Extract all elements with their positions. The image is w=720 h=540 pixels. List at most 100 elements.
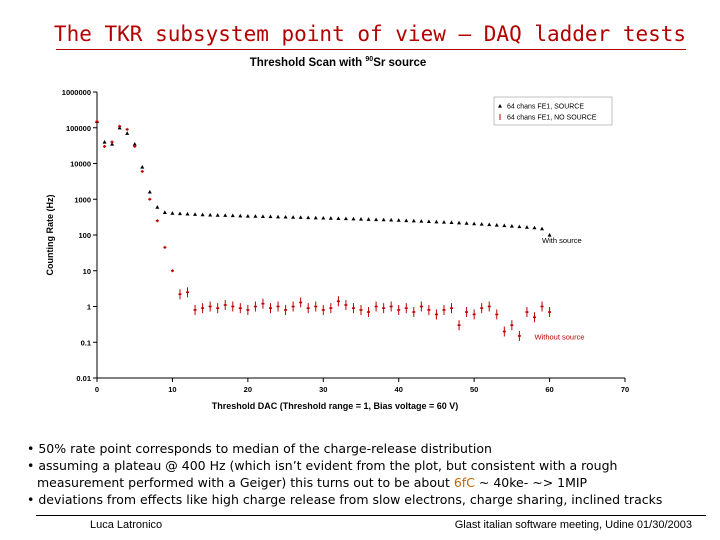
data-point — [177, 211, 182, 216]
x-tick-label: 30 — [319, 385, 327, 394]
data-point — [185, 211, 190, 216]
legend-box — [493, 96, 613, 126]
x-tick-label: 70 — [621, 385, 629, 394]
x-axis: 0 10 20 30 40 50 60 70 — [95, 378, 629, 394]
bullet-item: • deviations from effects like high char… — [27, 491, 717, 508]
data-point — [366, 217, 371, 221]
data-point — [306, 215, 311, 220]
title-underline — [56, 49, 686, 50]
footer-event: Glast italian software meeting, Udine 01… — [454, 519, 692, 531]
data-point — [193, 212, 198, 216]
annotations: With source Without source — [534, 236, 584, 341]
y-tick-label: 0.1 — [81, 338, 91, 347]
legend: 64 chans FE1, SOURCE 64 chans FE1, NO SOU… — [493, 96, 613, 126]
data-series — [95, 119, 552, 341]
x-tick-label: 20 — [244, 385, 252, 394]
y-tick-label: 0.01 — [76, 374, 91, 383]
data-point — [457, 220, 462, 225]
data-point — [389, 217, 394, 222]
data-point — [381, 217, 386, 222]
data-point — [291, 215, 296, 219]
data-point — [472, 221, 477, 226]
data-point — [464, 221, 469, 225]
x-tick-label: 0 — [95, 385, 99, 394]
bullet-item: • assuming a plateau @ 400 Hz (which isn… — [27, 457, 717, 474]
series-with-source — [95, 119, 552, 237]
data-point — [162, 210, 167, 214]
data-point — [170, 211, 175, 215]
data-point — [351, 216, 356, 221]
bullet-item: measurement performed with a Geiger) thi… — [27, 474, 717, 491]
x-tick-label: 10 — [168, 385, 176, 394]
highlight-value: 6fC — [453, 475, 475, 490]
footer-rule — [36, 515, 706, 516]
legend-label: 64 chans FE1, NO SOURCE — [507, 115, 597, 122]
bullet-text: measurement performed with a Geiger) thi… — [37, 475, 454, 490]
threshold-scan-chart: Threshold Scan with 90Sr source 0.01 0.1 1… — [45, 56, 629, 411]
chart-title-after: Sr source — [373, 57, 426, 69]
data-point — [125, 131, 130, 135]
data-point — [328, 216, 333, 220]
y-tick-label: 1000 — [74, 195, 91, 204]
data-point — [419, 219, 424, 223]
x-axis-label: Threshold DAC (Threshold range = 1, Bias… — [212, 401, 459, 411]
legend-label: 64 chans FE1, SOURCE — [507, 104, 584, 111]
data-point — [540, 226, 545, 231]
data-point — [215, 213, 220, 217]
data-point — [547, 233, 552, 237]
data-point — [132, 142, 137, 146]
y-tick-label: 1000000 — [62, 88, 91, 97]
y-tick-label: 10 — [83, 267, 91, 276]
bullet-text: • 50% rate point corresponds to median o… — [27, 441, 492, 456]
chart-title-main: Threshold Scan with — [250, 57, 366, 69]
x-tick-label: 40 — [395, 385, 403, 394]
y-tick-label: 100000 — [66, 124, 91, 133]
data-point — [509, 224, 514, 228]
data-point — [487, 222, 492, 227]
bullet-text: • deviations from effects like high char… — [27, 492, 663, 507]
chart-annotation: Without source — [534, 332, 584, 341]
data-point — [208, 212, 213, 217]
data-point — [449, 220, 454, 225]
data-point — [426, 219, 431, 224]
data-point — [313, 215, 318, 220]
data-point — [260, 214, 265, 218]
data-point — [253, 214, 258, 218]
data-point — [223, 213, 228, 217]
y-axis-label: Counting Rate (Hz) — [45, 195, 55, 276]
data-point — [343, 216, 348, 221]
bullet-list: • 50% rate point corresponds to median o… — [27, 440, 717, 508]
data-point — [517, 224, 522, 229]
x-tick-label: 60 — [545, 385, 553, 394]
footer-author: Luca Latronico — [90, 519, 163, 531]
chart-annotation: With source — [542, 236, 582, 245]
data-point — [532, 225, 537, 230]
series-without-source — [95, 119, 552, 341]
data-point — [321, 215, 326, 220]
data-point — [396, 218, 401, 222]
data-point — [276, 214, 281, 219]
slide-title: The TKR subsystem point of view – DAQ la… — [53, 22, 687, 46]
data-point — [230, 213, 235, 218]
chart-title: Threshold Scan with 90Sr source — [250, 56, 427, 69]
data-point — [140, 164, 145, 169]
bullet-text: • assuming a plateau @ 400 Hz (which isn… — [27, 458, 618, 473]
bullet-item: • 50% rate point corresponds to median o… — [27, 440, 717, 457]
data-point — [434, 219, 439, 224]
y-tick-label: 1 — [87, 303, 91, 312]
data-point — [494, 223, 499, 227]
data-point — [298, 215, 303, 219]
data-point — [479, 222, 484, 226]
data-point — [336, 216, 341, 220]
bullet-text: ~ 40ke- ~> 1MIP — [474, 475, 588, 490]
x-tick-label: 50 — [470, 385, 478, 394]
data-point — [245, 213, 250, 218]
data-point — [411, 218, 416, 223]
y-tick-label: 10000 — [70, 160, 91, 169]
data-point — [441, 220, 446, 224]
y-tick-label: 100 — [78, 231, 91, 240]
data-point — [283, 214, 288, 219]
data-point — [524, 225, 529, 229]
data-point — [147, 189, 152, 194]
legend-marker — [498, 104, 502, 108]
